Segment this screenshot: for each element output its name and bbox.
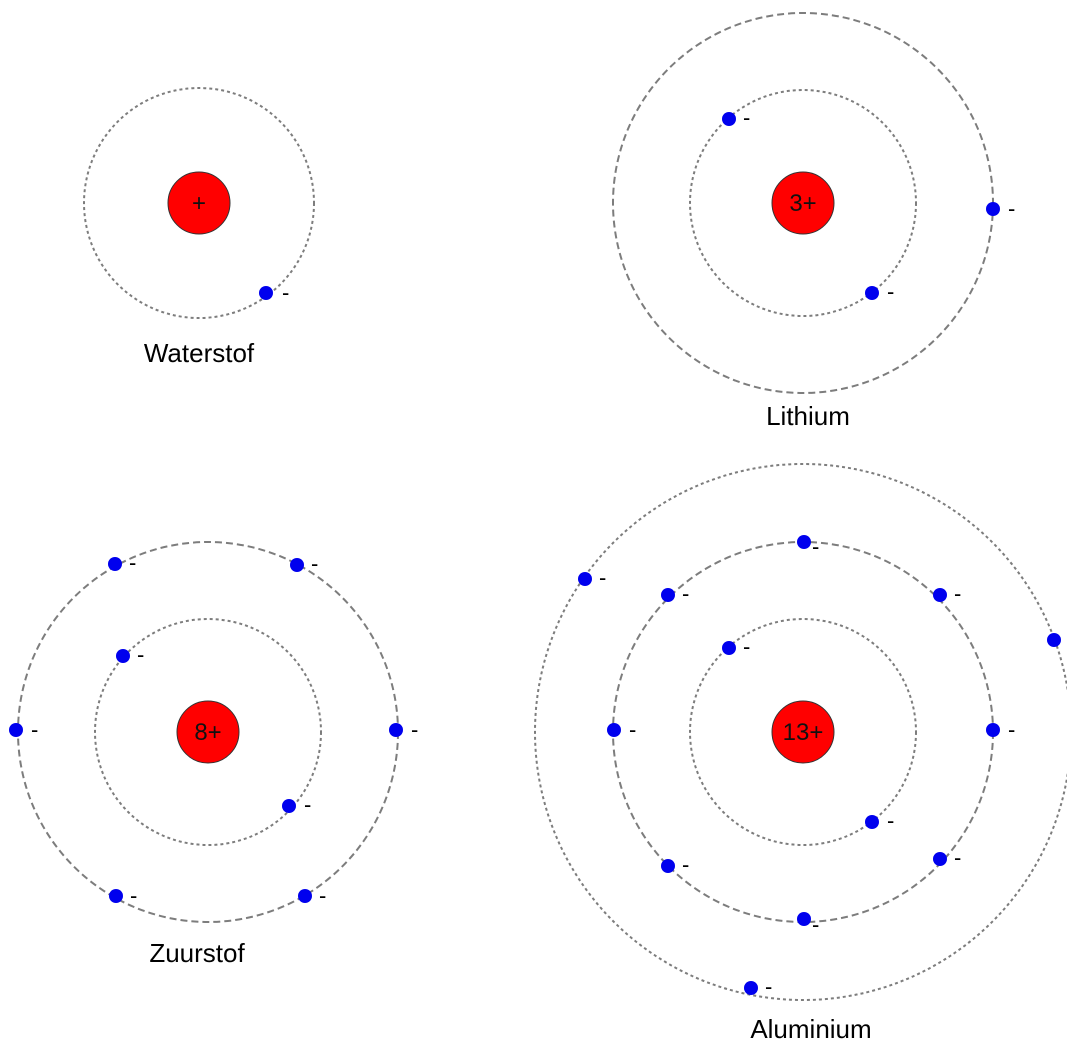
electron-dot (290, 558, 304, 572)
electron: - (797, 912, 819, 937)
electron-dot (9, 723, 23, 737)
electron-charge-label: - (954, 581, 961, 606)
electron-dot (744, 981, 758, 995)
electron-dot (722, 112, 736, 126)
electron-dot (797, 535, 811, 549)
electron-charge-label: - (743, 105, 750, 130)
atom-aluminium: 13+ - - - - - - - (534, 463, 1067, 1043)
electron: - (933, 845, 961, 870)
electron-dot (1047, 633, 1061, 647)
electron-dot (933, 852, 947, 866)
electron (1047, 633, 1061, 647)
electron-charge-label: - (129, 550, 136, 575)
electron-charge-label: - (411, 717, 418, 742)
electron-dot (865, 286, 879, 300)
electron-dot (865, 815, 879, 829)
electron: - (744, 974, 772, 999)
electron-charge-label: - (304, 792, 311, 817)
orbit-shell-1 (94, 618, 322, 846)
orbit-shell-1 (83, 87, 315, 319)
electron-dot (933, 588, 947, 602)
electron-dot (282, 799, 296, 813)
orbit-shell-1 (689, 89, 917, 317)
nucleus (167, 171, 231, 235)
electron-dot (986, 202, 1000, 216)
atom-waterstof: + - Waterstof (83, 87, 315, 368)
electron: - (298, 883, 326, 908)
nucleus-charge-label: 8+ (194, 719, 221, 746)
electron: - (797, 534, 819, 559)
electron-dot (389, 723, 403, 737)
electron: - (722, 634, 750, 659)
electron-dot (578, 572, 592, 586)
electron-charge-label: - (765, 974, 772, 999)
electron-dot (108, 557, 122, 571)
electron-dot (116, 649, 130, 663)
electron-charge-label: - (1008, 196, 1015, 221)
electron-dot (722, 641, 736, 655)
nucleus (771, 171, 835, 235)
atom-name-label: Aluminium (750, 1014, 871, 1043)
atom-name-label: Zuurstof (149, 938, 245, 968)
electron: - (578, 565, 606, 590)
electron: - (282, 792, 311, 817)
electron-charge-label: - (311, 551, 318, 576)
nucleus-charge-label: 13+ (783, 719, 824, 746)
electron-charge-label: - (31, 717, 38, 742)
atom-name-label: Lithium (766, 401, 850, 431)
electron: - (661, 581, 689, 606)
electron: - (661, 852, 689, 877)
electron: - (607, 717, 636, 742)
electron-charge-label: - (319, 883, 326, 908)
electron-charge-label: - (812, 534, 819, 559)
electron-dot (797, 912, 811, 926)
electron-dot (298, 889, 312, 903)
nucleus-charge-label: 3+ (789, 190, 816, 217)
electron-charge-label: - (599, 565, 606, 590)
electron: - (109, 883, 137, 908)
electron-charge-label: - (887, 808, 894, 833)
electron: - (389, 717, 418, 742)
atom-name-label: Waterstof (144, 338, 255, 368)
electron-dot (607, 723, 621, 737)
orbit-shell-3 (534, 463, 1067, 1001)
electron-charge-label: - (1008, 717, 1015, 742)
atom-lithium: 3+ - - - Lithium (612, 12, 1015, 431)
nucleus-charge-label: + (192, 190, 206, 217)
nucleus (176, 700, 240, 764)
electron-charge-label: - (743, 634, 750, 659)
nucleus (771, 700, 835, 764)
atom-zuurstof: 8+ - - - - - - - - (9, 541, 418, 968)
electron-charge-label: - (682, 852, 689, 877)
electron-charge-label: - (954, 845, 961, 870)
electron-charge-label: - (812, 912, 819, 937)
electron: - (986, 717, 1015, 742)
electron-dot (259, 286, 273, 300)
electron-dot (661, 588, 675, 602)
electron-charge-label: - (282, 280, 289, 305)
electron-charge-label: - (629, 717, 636, 742)
electron: - (259, 280, 289, 305)
electron: - (9, 717, 38, 742)
electron-charge-label: - (682, 581, 689, 606)
electron: - (986, 196, 1015, 221)
electron: - (290, 551, 318, 576)
electron-charge-label: - (137, 642, 144, 667)
electron-dot (109, 889, 123, 903)
orbit-shell-1 (689, 618, 917, 846)
electron-charge-label: - (887, 279, 894, 304)
electron: - (933, 581, 961, 606)
electron-dot (661, 859, 675, 873)
electron-charge-label: - (130, 883, 137, 908)
electron: - (722, 105, 750, 130)
electron: - (865, 279, 894, 304)
electron: - (108, 550, 136, 575)
electron-dot (986, 723, 1000, 737)
electron: - (865, 808, 894, 833)
electron: - (116, 642, 144, 667)
